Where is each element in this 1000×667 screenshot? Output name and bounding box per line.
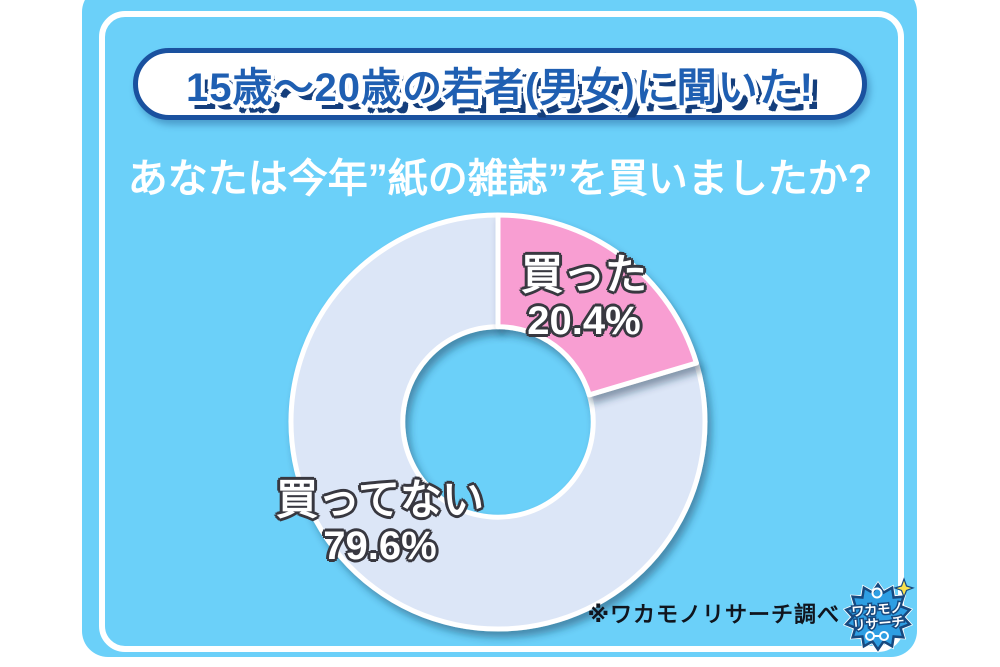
logo-text-line2: リサーチ [852, 614, 905, 633]
slice-label-bought-name: 買った [520, 251, 647, 298]
camera-lens-icon [871, 587, 883, 599]
logo-text-line1: ワカモノ [851, 600, 904, 619]
slice-label-not-bought: 買ってない 79.6% [225, 477, 535, 569]
glasses-icon [865, 631, 889, 641]
question-title: あなたは今年”紙の雑誌”を買いましたか? [127, 157, 873, 201]
slice-label-not-bought-name: 買ってない [276, 476, 484, 523]
source-attribution: ※ワカモノリサーチ調べ [587, 602, 840, 627]
slice-label-bought-value: 20.4% [527, 299, 641, 343]
slice-label-not-bought-value: 79.6% [323, 524, 437, 568]
slice-label-bought: 買った 20.4% [429, 252, 739, 344]
header-banner: 15歳～20歳の若者(男女)に聞いた! [133, 48, 867, 120]
inner-border-frame [99, 11, 904, 652]
header-banner-text: 15歳～20歳の若者(男女)に聞いた! [186, 66, 814, 110]
logo-burst-layer [844, 582, 912, 652]
wakamono-research-logo: ワカモノ リサーチ [842, 577, 915, 653]
sparkle-icon [893, 577, 915, 599]
